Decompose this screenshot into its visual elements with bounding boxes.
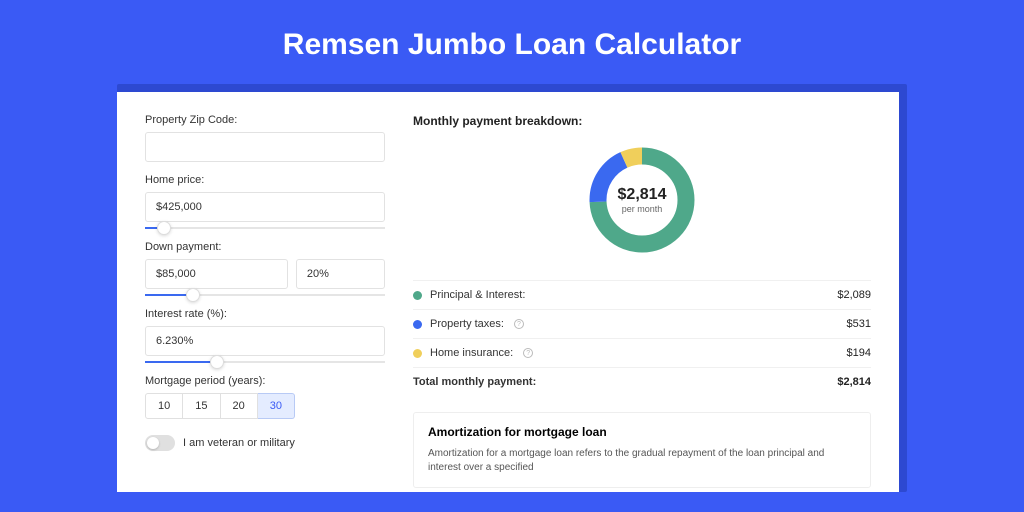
calculator-panel: Property Zip Code: Home price: Down paym… — [117, 92, 899, 492]
interest-rate-field: Interest rate (%): — [145, 308, 385, 363]
donut-chart-wrap: $2,814 per month — [413, 140, 871, 260]
home-price-input[interactable] — [145, 192, 385, 222]
period-label: Mortgage period (years): — [145, 375, 385, 387]
slider-thumb[interactable] — [186, 288, 200, 302]
home-price-slider[interactable] — [145, 227, 385, 229]
info-icon[interactable]: ? — [523, 348, 533, 358]
breakdown-value: $531 — [847, 318, 871, 330]
breakdown-row: Property taxes:? $531 — [413, 309, 871, 338]
total-row: Total monthly payment: $2,814 — [413, 367, 871, 396]
zip-input[interactable] — [145, 132, 385, 162]
breakdown-label: Home insurance: — [430, 347, 513, 359]
donut-amount: $2,814 — [618, 186, 667, 204]
period-field: Mortgage period (years): 10152030 — [145, 375, 385, 419]
breakdown-label: Property taxes: — [430, 318, 504, 330]
breakdown-label: Principal & Interest: — [430, 289, 525, 301]
donut-chart: $2,814 per month — [582, 140, 702, 260]
donut-sub: per month — [622, 204, 663, 214]
period-button-20[interactable]: 20 — [221, 393, 258, 419]
inputs-column: Property Zip Code: Home price: Down paym… — [145, 114, 385, 470]
slider-thumb[interactable] — [157, 221, 171, 235]
period-button-30[interactable]: 30 — [258, 393, 295, 419]
down-payment-slider[interactable] — [145, 294, 385, 296]
breakdown-value: $2,089 — [837, 289, 871, 301]
period-button-group: 10152030 — [145, 393, 385, 419]
toggle-knob — [147, 437, 159, 449]
legend-dot — [413, 320, 422, 329]
donut-center: $2,814 per month — [582, 140, 702, 260]
amortization-title: Amortization for mortgage loan — [428, 425, 856, 439]
breakdown-value: $194 — [847, 347, 871, 359]
legend-dot — [413, 349, 422, 358]
home-price-field: Home price: — [145, 174, 385, 229]
total-label: Total monthly payment: — [413, 376, 536, 388]
interest-rate-slider[interactable] — [145, 361, 385, 363]
home-price-label: Home price: — [145, 174, 385, 186]
panel-shadow: Property Zip Code: Home price: Down paym… — [117, 84, 907, 492]
total-value: $2,814 — [837, 376, 871, 388]
down-payment-amount-input[interactable] — [145, 259, 288, 289]
amortization-text: Amortization for a mortgage loan refers … — [428, 447, 856, 475]
interest-rate-label: Interest rate (%): — [145, 308, 385, 320]
interest-rate-input[interactable] — [145, 326, 385, 356]
veteran-label: I am veteran or military — [183, 437, 295, 449]
breakdown-title: Monthly payment breakdown: — [413, 114, 871, 128]
veteran-row: I am veteran or military — [145, 435, 385, 451]
down-payment-field: Down payment: — [145, 241, 385, 296]
breakdown-column: Monthly payment breakdown: $2,814 per mo… — [413, 114, 871, 470]
info-icon[interactable]: ? — [514, 319, 524, 329]
breakdown-row: Principal & Interest: $2,089 — [413, 280, 871, 309]
slider-thumb[interactable] — [210, 355, 224, 369]
page-title: Remsen Jumbo Loan Calculator — [0, 0, 1024, 84]
zip-field: Property Zip Code: — [145, 114, 385, 162]
down-payment-percent-input[interactable] — [296, 259, 385, 289]
period-button-15[interactable]: 15 — [183, 393, 220, 419]
legend-dot — [413, 291, 422, 300]
veteran-toggle[interactable] — [145, 435, 175, 451]
breakdown-row: Home insurance:? $194 — [413, 338, 871, 367]
period-button-10[interactable]: 10 — [145, 393, 183, 419]
amortization-box: Amortization for mortgage loan Amortizat… — [413, 412, 871, 488]
down-payment-label: Down payment: — [145, 241, 385, 253]
zip-label: Property Zip Code: — [145, 114, 385, 126]
